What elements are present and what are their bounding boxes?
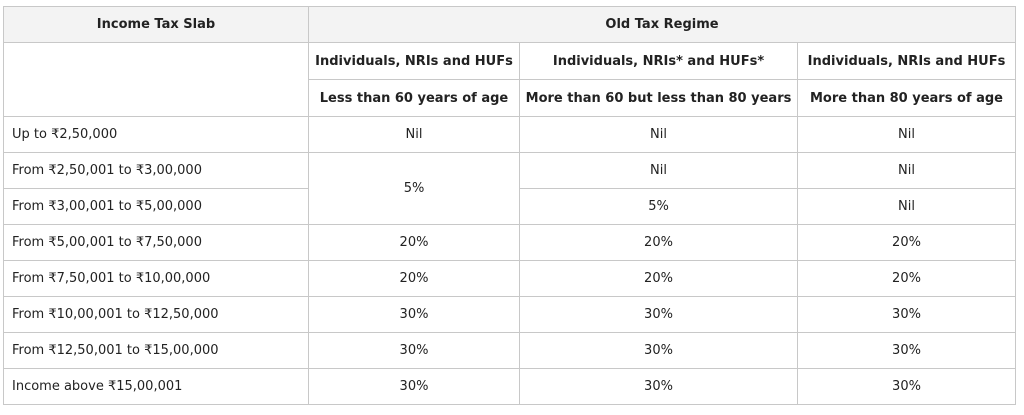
rate-above-80: 20% [797, 224, 1016, 261]
tax-slab-table: Income Tax Slab Old Tax Regime Individua… [3, 6, 1016, 405]
header-income-tax-slab: Income Tax Slab [3, 6, 309, 43]
rate-above-80: Nil [797, 152, 1016, 189]
slab-cell: From ₹12,50,001 to ₹15,00,000 [3, 332, 309, 369]
rate-below-60: 30% [308, 332, 520, 369]
header-old-tax-regime: Old Tax Regime [308, 6, 1016, 43]
table-row: From ₹5,00,001 to ₹7,50,000 20% 20% 20% [3, 224, 1016, 261]
category-group-above-80: Individuals, NRIs and HUFs [797, 42, 1016, 80]
category-group-60-to-80: Individuals, NRIs* and HUFs* [519, 42, 798, 80]
category-group-below-60: Individuals, NRIs and HUFs [308, 42, 520, 80]
rate-above-80: 30% [797, 368, 1016, 405]
slab-cell: From ₹2,50,001 to ₹3,00,000 [3, 152, 309, 189]
table-row: From ₹2,50,001 to ₹3,00,000 5% Nil Nil [3, 152, 1016, 225]
category-age-below-60: Less than 60 years of age [308, 79, 520, 117]
slab-cell: From ₹7,50,001 to ₹10,00,000 [3, 260, 309, 297]
rate-below-60: 30% [308, 296, 520, 333]
rate-above-80: 30% [797, 332, 1016, 369]
table-row: Income above ₹15,00,001 30% 30% 30% [3, 368, 1016, 405]
blank-header-cell [3, 42, 309, 117]
slab-cell: From ₹10,00,001 to ₹12,50,000 [3, 296, 309, 333]
slab-cell: From ₹5,00,001 to ₹7,50,000 [3, 224, 309, 261]
table-row: From ₹12,50,001 to ₹15,00,000 30% 30% 30… [3, 332, 1016, 369]
rate-below-60-merged: 5% [308, 152, 520, 225]
slab-cell: Up to ₹2,50,000 [3, 116, 309, 153]
rate-60-to-80: 5% [519, 188, 798, 225]
slab-cell: Income above ₹15,00,001 [3, 368, 309, 405]
rate-60-to-80: 30% [519, 368, 798, 405]
rate-below-60: 20% [308, 260, 520, 297]
category-age-60-to-80: More than 60 but less than 80 years [519, 79, 798, 117]
category-group-row: Individuals, NRIs and HUFs Individuals, … [3, 42, 1016, 117]
rate-above-80: Nil [797, 188, 1016, 225]
category-age-above-80: More than 80 years of age [797, 79, 1016, 117]
table-row: Up to ₹2,50,000 Nil Nil Nil [3, 116, 1016, 153]
rate-above-80: 20% [797, 260, 1016, 297]
rate-60-to-80: 30% [519, 332, 798, 369]
table-row: From ₹10,00,001 to ₹12,50,000 30% 30% 30… [3, 296, 1016, 333]
rate-60-to-80: Nil [519, 116, 798, 153]
table-row: From ₹7,50,001 to ₹10,00,000 20% 20% 20% [3, 260, 1016, 297]
rate-below-60: Nil [308, 116, 520, 153]
table-header-row: Income Tax Slab Old Tax Regime [3, 6, 1016, 43]
rate-60-to-80: 20% [519, 224, 798, 261]
rate-above-80: 30% [797, 296, 1016, 333]
rate-above-80: Nil [797, 116, 1016, 153]
rate-60-to-80: 30% [519, 296, 798, 333]
rate-below-60: 30% [308, 368, 520, 405]
rate-below-60: 20% [308, 224, 520, 261]
category-age-row: Less than 60 years of age More than 60 b… [4, 79, 1016, 117]
rate-60-to-80: Nil [519, 152, 798, 189]
table-row: From ₹3,00,001 to ₹5,00,000 5% Nil [3, 188, 1016, 225]
rate-60-to-80: 20% [519, 260, 798, 297]
slab-cell: From ₹3,00,001 to ₹5,00,000 [3, 188, 309, 225]
